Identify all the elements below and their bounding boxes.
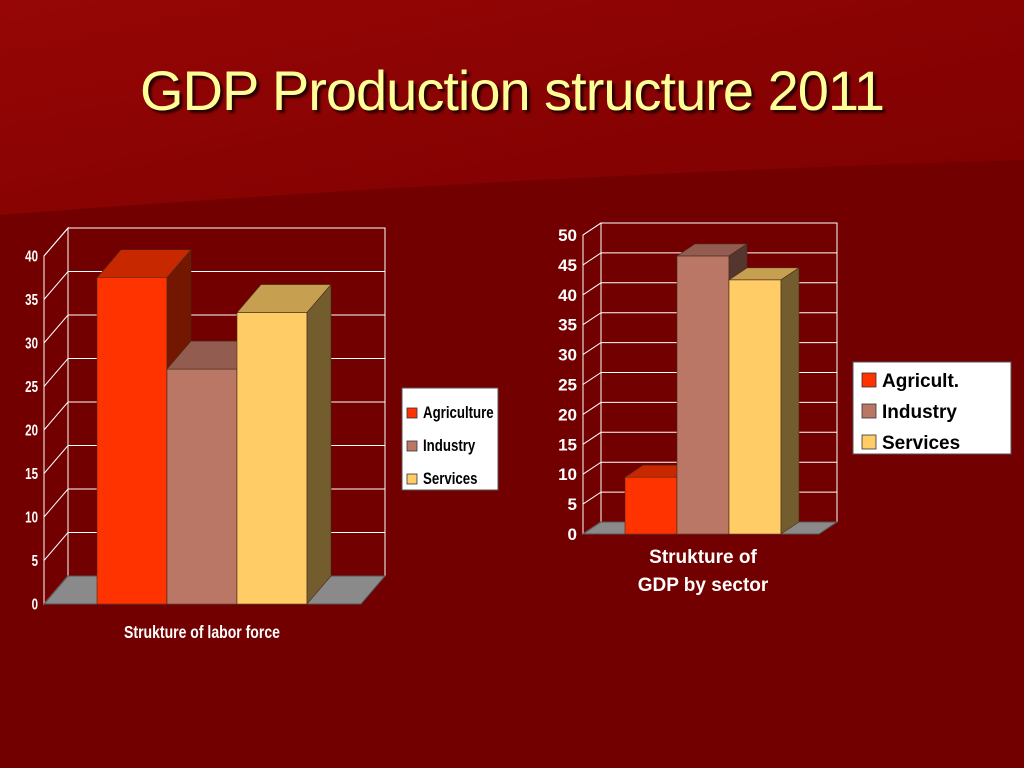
chart2-legend-label: Industry [882,402,957,423]
chart2-y-tick-label: 15 [558,435,577,454]
chart1-legend-label: Industry [423,437,476,456]
chart1-y-tick-label: 25 [25,377,38,395]
chart2-x-axis-label-line2: GDP by sector [638,575,769,596]
page-title: GDP Production structure 2011 [139,59,885,122]
chart1-legend: Agriculture Industry Services [401,387,499,491]
chart2-y-tick-label: 25 [558,375,577,394]
chart1-x-axis-label: Strukture of labor force [124,622,280,642]
chart1-legend-items: Agriculture Industry Services [406,404,494,489]
chart1-bars [96,248,332,605]
chart2-legend-swatch [861,403,877,419]
chart1-y-tick-label: 20 [25,421,38,439]
chart1-y-tick-label: 0 [32,595,39,613]
chart1-y-tick-label: 35 [25,290,38,308]
chart2-y-tick-label: 20 [558,405,577,424]
chart2-gridline [582,222,837,236]
chart1-yticks: 0 5 10 15 20 25 30 35 40 [25,247,38,613]
chart1-gridline [43,271,385,300]
chart1-legend-swatch [406,440,418,452]
chart2-y-tick-label: 10 [558,465,577,484]
chart2-y-tick-label: 40 [558,286,577,305]
chart1-y-tick-label: 40 [25,247,38,265]
chart2-bar-services [728,267,800,535]
chart1-legend-box [401,387,499,491]
chart2-yticks: 0 5 10 15 20 25 30 35 40 45 50 [558,226,577,544]
chart2-x-axis-label-line1: Strukture of [649,547,757,568]
chart2-legend: Agricult. Industry Services [852,361,1012,455]
chart1-gridline [43,227,385,257]
chart2-bars [624,243,800,535]
chart2-legend-label: Services [882,433,960,454]
chart1-legend-swatch [406,473,418,485]
chart2-y-tick-label: 35 [558,316,577,335]
chart2-y-tick-label: 45 [558,256,577,275]
chart2-y-tick-label: 50 [558,226,577,245]
chart2-y-tick-label: 0 [568,525,577,544]
chart2-gridline [582,252,837,266]
chart1-y-tick-label: 5 [32,551,39,569]
chart1-bar-services [236,283,332,605]
chart1-legend-swatch [406,407,418,419]
chart2-legend-label: Agricult. [882,371,959,392]
chart2-legend-swatch [861,372,877,388]
chart2-legend-swatch [861,434,877,450]
chart2-y-tick-label: 30 [558,346,577,365]
chart1-y-tick-label: 30 [25,334,38,352]
chart2-legend-items: Agricult. Industry Services [861,371,960,454]
chart1-legend-label: Services [423,470,478,489]
chart1-y-tick-label: 15 [25,464,38,482]
chart1-y-tick-label: 10 [25,508,38,526]
chart2-legend-box [852,361,1012,455]
chart2-y-tick-label: 5 [568,495,577,514]
chart1-legend-label: Agriculture [423,404,494,423]
